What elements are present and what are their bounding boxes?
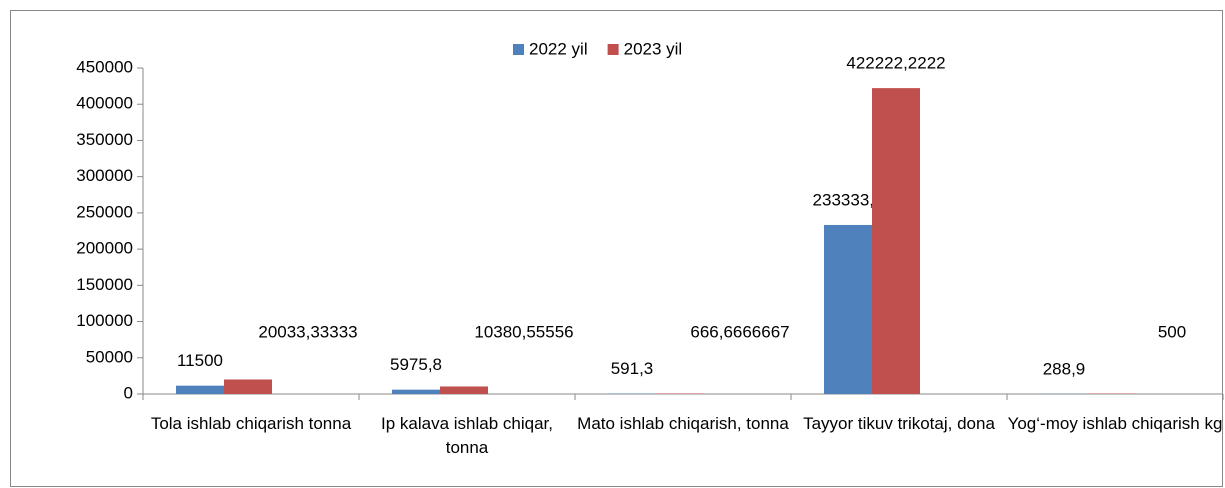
y-tick-label: 300000 [76,166,133,185]
data-label: 233333,3 [813,190,884,209]
y-tick-label: 250000 [76,202,133,221]
bar [440,386,488,394]
data-label: 500 [1158,322,1186,341]
y-tick-label: 50000 [86,347,133,366]
x-tick-label: Ip kalava ishlab chiqar, tonna [381,414,553,457]
bar [176,385,224,394]
x-tick-label: Tayyor tikuv trikotaj, dona [803,414,995,433]
chart-border [10,10,1223,487]
bar [224,379,272,394]
data-label: 288,9 [1043,359,1086,378]
data-label: 591,3 [611,359,654,378]
bar [392,389,440,394]
y-tick-label: 0 [124,383,133,402]
y-tick-label: 400000 [76,94,133,113]
data-label: 666,6666667 [690,322,789,341]
y-tick-label: 350000 [76,130,133,149]
legend-swatch [513,44,524,55]
y-tick-label: 450000 [76,57,133,76]
y-tick-label: 100000 [76,311,133,330]
data-label: 20033,33333 [258,322,357,341]
y-tick-label: 150000 [76,275,133,294]
legend-swatch [607,44,619,55]
legend-label: 2022 yil [529,39,588,58]
legend-label: 2023 yil [624,39,683,58]
data-label: 422222,2222 [846,54,945,73]
data-label: 11500 [177,351,223,370]
y-tick-label: 200000 [76,239,133,258]
data-label: 10380,55556 [474,322,573,341]
x-tick-label: Tola ishlab chiqarish tonna [150,414,352,433]
x-tick-label: Yog‘-moy ishlab chiqarish kg [1007,414,1223,433]
bar [824,224,872,394]
bar [872,88,920,394]
data-label: 5975,8 [390,355,442,374]
x-tick-label: Mato ishlab chiqarish, tonna [577,414,789,433]
